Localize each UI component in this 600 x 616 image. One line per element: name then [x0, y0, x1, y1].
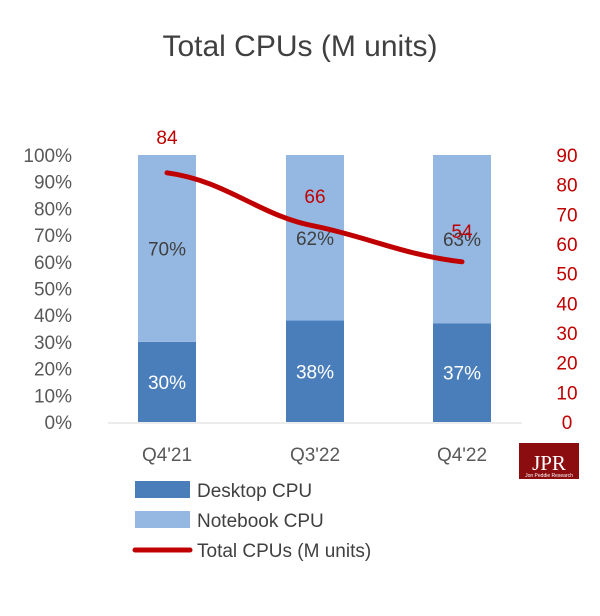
y-left-tick-label: 10%	[34, 386, 72, 407]
x-tick-label: Q3'22	[290, 445, 340, 466]
bar-notebook	[433, 155, 491, 324]
legend-swatch-notebook	[135, 511, 190, 528]
x-tick-label: Q4'22	[437, 445, 487, 466]
data-label-desktop: 30%	[148, 373, 186, 394]
y-left-tick-label: 80%	[34, 199, 72, 220]
legend: Desktop CPU Notebook CPU Total CPUs (M u…	[132, 481, 371, 562]
bar-desktop	[286, 320, 344, 422]
logo-subtext: Jon Peddie Research	[525, 473, 573, 479]
y-left-tick-label: 60%	[34, 253, 72, 274]
data-label-total: 84	[156, 128, 178, 149]
y-right-tick-label: 60	[556, 235, 577, 256]
total-line: 84 66 54	[156, 128, 473, 265]
bars: 30% 70% 38% 62% 37% 63%	[138, 155, 491, 422]
y-right-tick-label: 90	[556, 146, 577, 167]
y-left-tick-label: 100%	[23, 146, 72, 167]
bar-desktop	[138, 341, 196, 422]
y-left-tick-label: 20%	[34, 360, 72, 381]
y-axis-left: 0% 10% 20% 30% 40% 50% 60% 70% 80% 90% 100%	[23, 146, 72, 434]
y-right-tick-label: 80	[556, 176, 577, 197]
data-label-total: 54	[451, 222, 473, 243]
legend-label-desktop: Desktop CPU	[197, 481, 312, 502]
data-label-desktop: 37%	[443, 364, 481, 385]
data-label-notebook: 62%	[296, 229, 334, 250]
y-left-tick-label: 90%	[34, 173, 72, 194]
x-axis-labels: Q4'21 Q3'22 Q4'22	[142, 445, 487, 466]
legend-swatch-desktop	[135, 481, 190, 498]
total-line-path	[164, 170, 465, 265]
y-left-tick-label: 0%	[45, 413, 73, 434]
bar-desktop	[433, 323, 491, 422]
bar-notebook	[286, 155, 344, 321]
bar-notebook	[138, 155, 196, 342]
data-label-notebook: 63%	[443, 230, 481, 251]
y-right-tick-label: 50	[556, 265, 577, 286]
y-right-tick-label: 40	[556, 294, 577, 315]
y-left-tick-label: 40%	[34, 306, 72, 327]
y-right-tick-label: 30	[556, 324, 577, 345]
chart-title: Total CPUs (M units)	[162, 30, 437, 63]
y-right-tick-label: 20	[556, 354, 577, 375]
y-axis-right: 0 10 20 30 40 50 60 70 80 90	[556, 146, 577, 434]
x-tick-label: Q4'21	[142, 445, 192, 466]
y-left-tick-label: 70%	[34, 226, 72, 247]
y-right-tick-label: 0	[562, 413, 573, 434]
logo-text: JPR	[532, 451, 566, 475]
data-label-total: 66	[304, 187, 325, 208]
y-right-tick-label: 10	[556, 383, 577, 404]
data-label-notebook: 70%	[148, 239, 186, 260]
y-left-tick-label: 30%	[34, 333, 72, 354]
y-right-tick-label: 70	[556, 205, 577, 226]
y-left-tick-label: 50%	[34, 280, 72, 301]
data-label-desktop: 38%	[296, 362, 334, 383]
logo-background	[519, 443, 579, 479]
legend-label-notebook: Notebook CPU	[197, 511, 324, 532]
jpr-logo: JPR Jon Peddie Research	[519, 443, 579, 479]
legend-label-total: Total CPUs (M units)	[197, 541, 371, 562]
